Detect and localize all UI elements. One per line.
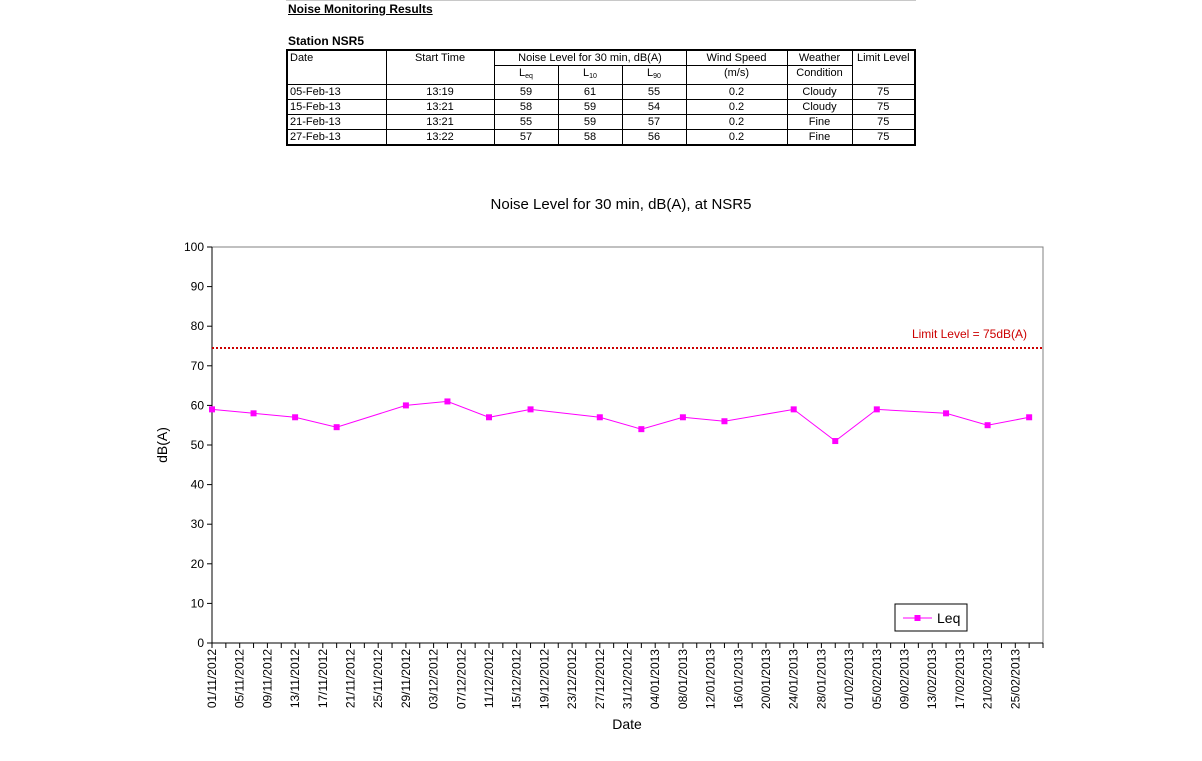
x-tick-label: 12/01/2013	[704, 649, 718, 709]
x-axis-title: Date	[612, 716, 642, 732]
y-tick-label: 90	[191, 280, 205, 294]
table-row: 27-Feb-13 13:22 57 58 56 0.2 Fine 75	[286, 129, 916, 146]
legend-marker-leq	[914, 615, 921, 621]
x-tick-label: 05/11/2012	[233, 649, 247, 708]
data-point-leq	[209, 406, 215, 413]
limit-line-label: Limit Level = 75dB(A)	[912, 327, 1027, 341]
x-tick-label: 28/01/2013	[814, 649, 828, 709]
x-tick-label: 19/12/2012	[537, 649, 551, 709]
cell-l10: 58	[557, 129, 623, 146]
table-header-row: Date Start Time Noise Level for 30 min, …	[286, 49, 916, 85]
x-tick-label: 08/01/2013	[676, 649, 690, 709]
cell-time: 13:22	[385, 129, 495, 146]
x-tick-label: 21/11/2012	[344, 649, 358, 708]
data-point-leq	[1026, 414, 1033, 421]
x-tick-label: 04/01/2013	[648, 649, 662, 709]
cell-l90: 56	[621, 129, 687, 146]
x-tick-label: 21/02/2013	[981, 649, 995, 709]
cell-time: 13:21	[385, 114, 495, 130]
cell-wind: 0.2	[685, 114, 788, 130]
x-tick-label: 31/12/2012	[621, 649, 635, 709]
y-tick-label: 40	[191, 478, 205, 492]
x-tick-label: 20/01/2013	[759, 649, 773, 709]
cell-date: 05-Feb-13	[286, 84, 387, 100]
data-point-leq	[596, 414, 603, 421]
y-tick-label: 20	[191, 557, 205, 571]
legend-label-leq: Leq	[937, 610, 960, 626]
x-tick-label: 15/12/2012	[510, 649, 524, 709]
cell-weather: Fine	[786, 129, 853, 146]
y-tick-label: 50	[191, 438, 205, 452]
data-point-leq	[402, 402, 409, 409]
plot-area	[211, 246, 1044, 644]
data-point-leq	[984, 422, 991, 429]
x-tick-label: 24/01/2013	[787, 649, 801, 709]
header-limit-level: Limit Level	[851, 49, 916, 85]
x-tick-label: 09/11/2012	[260, 649, 274, 708]
data-point-leq	[943, 410, 950, 417]
data-point-leq	[790, 406, 797, 413]
chart-title: Noise Level for 30 min, dB(A), at NSR5	[491, 196, 752, 213]
x-tick-label: 25/11/2012	[371, 649, 385, 708]
cell-leq: 59	[493, 84, 559, 100]
table-row: 21-Feb-13 13:21 55 59 57 0.2 Fine 75	[286, 114, 916, 130]
series-line-leq	[211, 400, 1030, 442]
x-tick-label: 29/11/2012	[399, 649, 413, 708]
data-point-leq	[250, 410, 257, 417]
data-point-leq	[638, 426, 645, 433]
cell-weather: Fine	[786, 114, 853, 130]
report-title: Noise Monitoring Results	[288, 2, 433, 16]
x-tick-label: 16/01/2013	[731, 649, 745, 709]
x-tick-label: 27/12/2012	[593, 649, 607, 709]
header-weather: Weather	[786, 49, 853, 66]
cell-limit: 75	[851, 129, 916, 146]
x-tick-label: 03/12/2012	[427, 649, 441, 709]
x-tick-label: 01/11/2012	[205, 649, 219, 708]
cell-wind: 0.2	[685, 129, 788, 146]
y-tick-label: 10	[191, 596, 205, 610]
data-point-leq	[292, 414, 299, 421]
cell-date: 27-Feb-13	[286, 129, 387, 146]
y-tick-label: 80	[191, 319, 205, 333]
station-title: Station NSR5	[288, 34, 365, 48]
data-point-leq	[333, 424, 340, 431]
top-rule	[286, 0, 916, 1]
x-tick-label: 25/02/2013	[1008, 649, 1022, 709]
data-point-leq	[486, 414, 492, 421]
x-tick-label: 05/02/2013	[870, 649, 884, 709]
data-point-leq	[873, 406, 880, 413]
table-row: 05-Feb-13 13:19 59 61 55 0.2 Cloudy 75	[286, 84, 916, 100]
data-point-leq	[527, 406, 534, 413]
x-tick-label: 13/11/2012	[288, 649, 302, 708]
y-tick-label: 0	[197, 636, 204, 650]
x-tick-label: 01/02/2013	[842, 649, 856, 709]
data-point-leq	[444, 398, 451, 405]
y-tick-label: 70	[191, 359, 205, 373]
x-tick-label: 11/12/2012	[482, 649, 496, 708]
results-table: Date Start Time Noise Level for 30 min, …	[286, 49, 916, 146]
cell-l90: 57	[621, 114, 687, 130]
y-tick-label: 100	[184, 240, 204, 254]
y-tick-label: 30	[191, 517, 205, 531]
header-wind-unit: (m/s)	[685, 65, 788, 85]
data-point-leq	[832, 438, 839, 445]
cell-l10: 59	[557, 114, 623, 130]
data-point-leq	[721, 418, 728, 425]
y-tick-label: 60	[191, 398, 205, 412]
header-start-time: Start Time	[385, 49, 495, 85]
x-tick-label: 17/02/2013	[953, 649, 967, 709]
x-tick-label: 09/02/2013	[898, 649, 912, 709]
x-tick-label: 23/12/2012	[565, 649, 579, 709]
cell-limit: 75	[851, 114, 916, 130]
y-axis-title: dB(A)	[154, 427, 170, 463]
x-tick-label: 13/02/2013	[925, 649, 939, 709]
x-tick-label: 07/12/2012	[454, 649, 468, 709]
header-wind-speed: Wind Speed	[685, 49, 788, 66]
x-tick-label: 17/11/2012	[316, 649, 330, 708]
data-point-leq	[679, 414, 686, 421]
cell-leq: 57	[493, 129, 559, 146]
